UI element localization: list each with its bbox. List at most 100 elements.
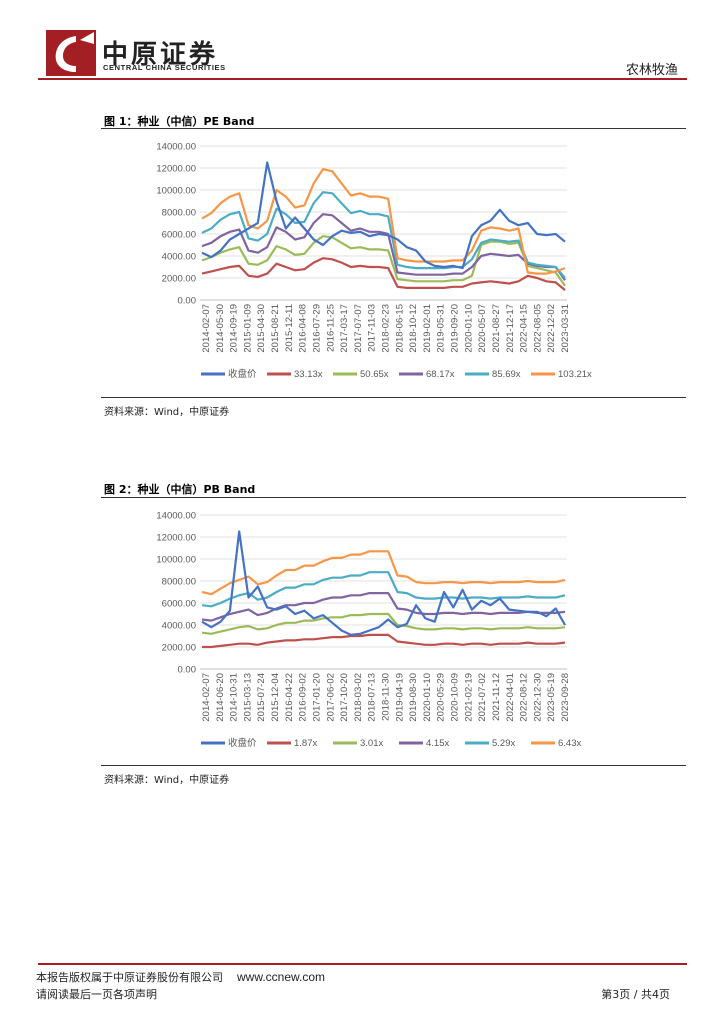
footer-disclaimer: 请阅读最后一页各项声明 <box>36 988 157 1001</box>
figure-1-source: 资料来源：Wind，中原证券 <box>104 407 230 418</box>
x-tick-label: 2016-04-22 <box>284 673 295 722</box>
x-tick-label: 2021-08-27 <box>491 304 502 353</box>
section-title: 农林牧渔 <box>625 63 678 78</box>
x-tick-label: 2021-07-02 <box>477 673 488 722</box>
x-tick-label: 2022-08-05 <box>532 304 543 353</box>
x-tick-label: 2018-02-23 <box>381 304 392 353</box>
x-tick-label: 2017-11-03 <box>367 304 378 352</box>
legend-label: 85.69x <box>492 369 521 380</box>
footer-divider <box>38 963 687 965</box>
x-tick-label: 2023-05-19 <box>546 673 557 722</box>
pb-band-chart: 0.00 2000.00 4000.00 6000.00 8000.00 10000.00… <box>156 511 581 750</box>
series-line <box>201 235 566 287</box>
legend-label: 收盘价 <box>228 737 257 749</box>
company-name-cn: 中原证券 <box>102 40 219 70</box>
footer-page-number: 第3页 / 共4页 <box>601 988 670 1001</box>
y-tick-label: 12000.00 <box>156 164 196 175</box>
x-tick-label: 2014-02-07 <box>201 304 212 353</box>
y-tick-label: 2000.00 <box>162 643 196 654</box>
x-tick-label: 2020-01-10 <box>422 673 433 722</box>
series-line <box>201 591 566 622</box>
legend-label: 68.17x <box>426 369 455 380</box>
x-tick-label: 2018-11-30 <box>381 673 392 721</box>
figure-2-title: 图 2：种业（中信）PB Band <box>104 483 256 496</box>
y-tick-label: 0.00 <box>178 665 197 676</box>
x-tick-label: 2019-04-19 <box>394 673 405 722</box>
legend-label: 3.01x <box>360 738 383 749</box>
series-line <box>201 612 566 635</box>
x-tick-label: 2019-02-01 <box>422 304 433 353</box>
footer-website: www.ccnew.com <box>237 970 326 984</box>
y-tick-label: 6000.00 <box>162 599 196 610</box>
x-tick-label: 2023-09-28 <box>560 673 571 722</box>
x-tick-label: 2020-05-29 <box>436 673 447 722</box>
x-tick-label: 2015-12-11 <box>284 304 295 352</box>
x-tick-label: 2014-09-19 <box>229 304 240 353</box>
y-tick-label: 12000.00 <box>156 533 196 544</box>
x-tick-label: 2020-05-07 <box>477 304 488 353</box>
figure-2-bottom-rule <box>101 765 686 766</box>
figure-1-bottom-rule <box>101 397 686 398</box>
x-tick-label: 2022-12-30 <box>532 673 543 722</box>
x-tick-label: 2021-11-12 <box>491 673 502 721</box>
legend-label: 5.29x <box>492 738 515 749</box>
figure-2-top-rule <box>101 497 686 498</box>
y-tick-label: 8000.00 <box>162 208 196 219</box>
x-tick-label: 2018-07-13 <box>367 673 378 722</box>
legend-label: 103.21x <box>558 369 592 380</box>
y-tick-label: 2000.00 <box>162 274 196 285</box>
y-tick-label: 14000.00 <box>156 142 196 153</box>
x-tick-label: 2017-01-20 <box>311 673 322 722</box>
x-tick-label: 2016-09-02 <box>298 673 309 722</box>
x-tick-label: 2020-01-10 <box>463 304 474 353</box>
x-tick-label: 2018-10-12 <box>408 304 419 353</box>
company-logo <box>46 30 98 76</box>
x-tick-label: 2019-05-31 <box>436 304 447 353</box>
x-tick-label: 2022-12-02 <box>546 304 557 353</box>
figure-1-title: 图 1：种业（中信）PE Band <box>104 115 255 128</box>
x-tick-label: 2014-05-30 <box>215 304 226 353</box>
figure-1-top-rule <box>101 128 686 129</box>
footer-copyright-line: 本报告版权属于中原证券股份有限公司 www.ccnew.com <box>36 969 325 985</box>
footer-copyright: 本报告版权属于中原证券股份有限公司 <box>36 971 223 984</box>
pe-band-chart: 0.00 2000.00 4000.00 6000.00 8000.00 10000.00… <box>156 142 592 381</box>
x-tick-label: 2016-04-08 <box>298 304 309 353</box>
series-line <box>201 161 566 270</box>
x-tick-label: 2015-01-09 <box>242 304 253 353</box>
x-tick-label: 2022-04-15 <box>519 304 530 353</box>
x-tick-label: 2017-03-17 <box>339 304 350 353</box>
x-tick-label: 2014-06-20 <box>215 673 226 722</box>
x-tick-label: 2016-11-25 <box>325 304 336 352</box>
series-line <box>201 167 566 275</box>
x-tick-label: 2022-08-12 <box>519 673 530 722</box>
x-tick-label: 2020-10-09 <box>450 673 461 722</box>
y-tick-label: 14000.00 <box>156 511 196 522</box>
x-tick-label: 2017-10-20 <box>339 673 350 722</box>
y-tick-label: 10000.00 <box>156 555 196 566</box>
series-line <box>201 213 566 281</box>
y-tick-label: 0.00 <box>178 296 197 307</box>
legend-label: 50.65x <box>360 369 389 380</box>
legend-label: 收盘价 <box>228 368 257 380</box>
series-line <box>201 257 566 291</box>
y-tick-label: 4000.00 <box>162 252 196 263</box>
series-line <box>201 550 566 596</box>
x-tick-label: 2014-10-31 <box>229 673 240 722</box>
series-line <box>201 530 566 636</box>
x-tick-label: 2023-03-31 <box>560 304 571 353</box>
legend-label: 6.43x <box>558 738 581 749</box>
y-tick-label: 6000.00 <box>162 230 196 241</box>
x-tick-label: 2017-07-07 <box>353 304 364 353</box>
x-tick-label: 2017-06-02 <box>325 673 336 722</box>
x-tick-label: 2015-04-30 <box>256 304 267 353</box>
figure-2-source: 资料来源：Wind，中原证券 <box>104 775 230 786</box>
x-tick-label: 2019-08-30 <box>408 673 419 722</box>
x-tick-label: 2015-03-13 <box>242 673 253 722</box>
legend-label: 4.15x <box>426 738 449 749</box>
x-tick-label: 2018-03-02 <box>353 673 364 722</box>
series-line <box>201 191 566 279</box>
company-name-en: CENTRAL CHINA SECURITIES <box>103 63 226 72</box>
legend-label: 33.13x <box>294 369 323 380</box>
x-tick-label: 2019-09-20 <box>450 304 461 353</box>
x-tick-label: 2014-02-07 <box>201 673 212 722</box>
